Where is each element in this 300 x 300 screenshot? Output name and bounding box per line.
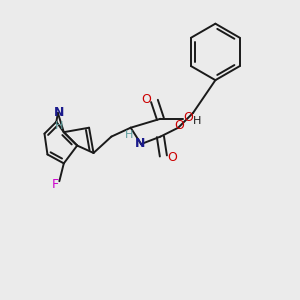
Text: N: N [54, 106, 64, 119]
Text: O: O [167, 151, 177, 164]
Text: O: O [174, 119, 184, 132]
Text: F: F [51, 178, 58, 191]
Text: H: H [55, 121, 63, 131]
Text: H: H [194, 116, 202, 126]
Text: O: O [141, 93, 151, 106]
Text: H: H [125, 130, 134, 140]
Text: N: N [134, 137, 145, 150]
Text: O: O [183, 111, 193, 124]
